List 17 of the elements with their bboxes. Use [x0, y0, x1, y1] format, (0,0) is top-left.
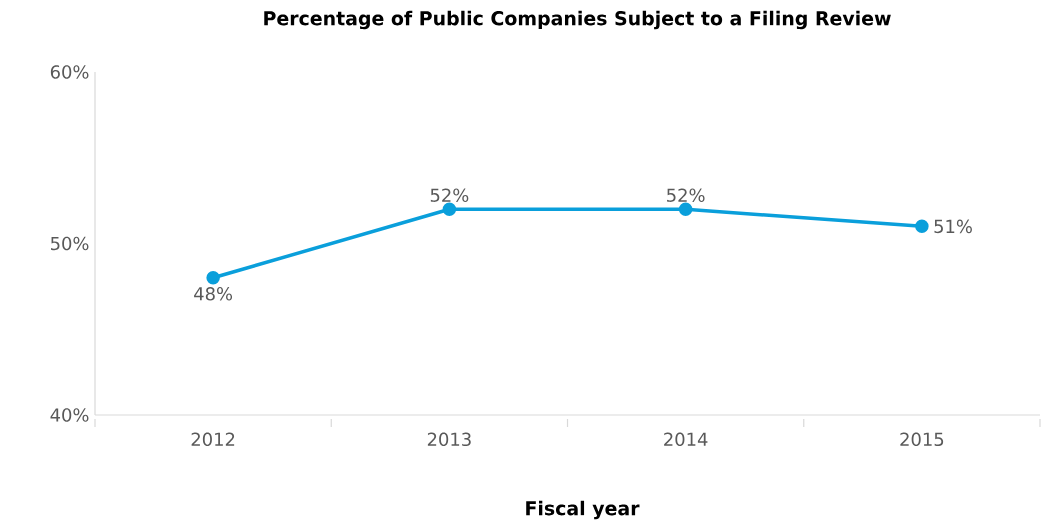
y-tick-label: 60% [50, 65, 89, 79]
data-label: 51% [934, 219, 972, 234]
data-label: 52% [430, 188, 469, 202]
data-label: 52% [667, 188, 705, 202]
x-tick-label: 2013 [427, 432, 471, 447]
point [915, 219, 929, 234]
x-tick-label: 2014 [664, 432, 708, 447]
chart-title: Percentage of Public Companies Subject to a Filing Review [264, 10, 891, 30]
data-label: 48% [194, 286, 233, 301]
x-axis-title: Fiscal year [526, 500, 640, 520]
point [678, 202, 693, 216]
x-tick-label: 2012 [191, 432, 235, 447]
point [442, 202, 457, 216]
point [206, 271, 220, 285]
y-tick-label: 50% [51, 236, 89, 251]
x-tick-label: 2015 [900, 432, 944, 447]
y-tick-label: 40% [50, 408, 89, 422]
